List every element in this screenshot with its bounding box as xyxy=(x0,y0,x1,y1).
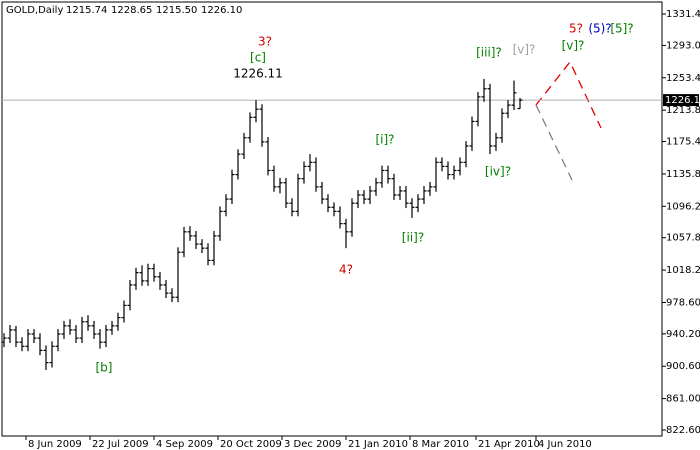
wave-label: [5]? xyxy=(610,22,633,36)
current-price-box xyxy=(663,94,699,107)
wave-label: [c] xyxy=(250,51,266,65)
y-tick-label: 1175.40 xyxy=(666,137,700,148)
wave-label: 5? xyxy=(569,22,583,36)
forecast-line xyxy=(535,60,602,129)
x-tick-label: 4 Sep 2009 xyxy=(156,439,213,450)
current-price-label: 1226.10 xyxy=(665,95,700,106)
header-value: 1226.10 xyxy=(201,5,242,16)
y-tick-label: 1331.40 xyxy=(666,9,700,20)
wave-label: [v]? xyxy=(513,43,536,57)
wave-label: 4? xyxy=(339,263,353,277)
y-tick-label: 1096.20 xyxy=(666,201,700,212)
wave-label: [v]? xyxy=(562,39,585,53)
y-tick-label: 822.60 xyxy=(666,425,700,436)
header-value: 1228.65 xyxy=(111,5,152,16)
y-tick-label: 1253.40 xyxy=(666,73,700,84)
y-tick-label: 1293.00 xyxy=(666,40,700,51)
x-tick-label: 22 Jul 2009 xyxy=(92,439,149,450)
wave-label: 1226.11 xyxy=(233,67,283,81)
wave-label: [b] xyxy=(96,361,113,375)
wave-label: 3? xyxy=(258,35,272,49)
y-tick-label: 1135.80 xyxy=(666,169,700,180)
y-tick-label: 1213.80 xyxy=(666,105,700,116)
wave-label: [i]? xyxy=(375,133,394,147)
x-tick-label: 21 Apr 2010 xyxy=(478,439,540,450)
y-tick-label: 1057.80 xyxy=(666,233,700,244)
y-tick-label: 900.60 xyxy=(666,361,700,372)
x-tick-label: 8 Jun 2009 xyxy=(28,439,82,450)
wave-label: [ii]? xyxy=(402,231,424,245)
header-value: 1215.50 xyxy=(156,5,197,16)
symbol: GOLD,Daily xyxy=(6,5,63,16)
x-tick-label: 4 Jun 2010 xyxy=(538,439,592,450)
x-tick-label: 20 Oct 2009 xyxy=(220,439,282,450)
x-tick-label: 21 Jan 2010 xyxy=(348,439,408,450)
y-tick-label: 861.00 xyxy=(666,394,700,405)
wave-label: (5)? xyxy=(588,22,611,36)
wave-label: [iv]? xyxy=(485,165,511,179)
y-tick-label: 978.60 xyxy=(666,297,700,308)
plot-frame xyxy=(1,1,663,437)
forecast-line xyxy=(535,104,573,181)
header-value: 1215.74 xyxy=(66,5,107,16)
x-tick-label: 8 Mar 2010 xyxy=(412,439,469,450)
y-tick-label: 940.20 xyxy=(666,329,700,340)
x-tick-label: 3 Dec 2009 xyxy=(284,439,342,450)
wave-label: [iii]? xyxy=(476,46,502,60)
y-tick-label: 1018.20 xyxy=(666,265,700,276)
